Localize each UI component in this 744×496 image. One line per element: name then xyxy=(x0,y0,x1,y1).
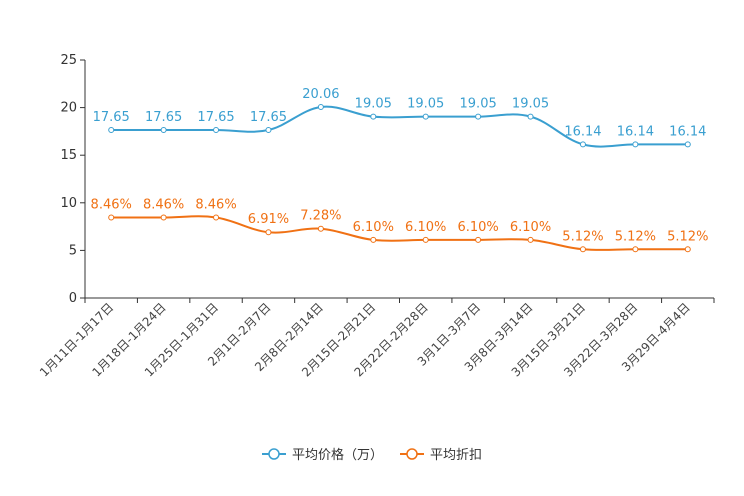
data-label: 5.12% xyxy=(667,229,708,244)
data-label: 5.12% xyxy=(615,229,656,244)
series-2: 8.46% 8.46% 8.46% 6.91% 7.28% 6.10% 6.10% 6.10%… xyxy=(91,197,708,253)
data-point xyxy=(422,236,429,243)
data-label: 16.14 xyxy=(564,124,601,139)
data-point xyxy=(108,214,115,221)
series-group: 17.65 17.65 17.65 17.65 20.06 19.05 19.05 19.05… xyxy=(91,87,708,253)
legend[interactable]: 平均价格（万） 平均折扣 xyxy=(262,447,482,463)
data-label: 8.46% xyxy=(195,197,236,212)
data-label: 17.65 xyxy=(250,110,287,125)
data-point xyxy=(108,126,115,133)
data-point xyxy=(579,246,586,253)
data-label: 6.10% xyxy=(510,220,551,235)
data-point xyxy=(475,236,482,243)
data-label: 6.10% xyxy=(353,220,394,235)
data-label: 17.65 xyxy=(145,110,182,125)
data-point xyxy=(632,246,639,253)
data-point xyxy=(422,113,429,120)
data-point xyxy=(475,113,482,120)
legend-marker-icon xyxy=(406,448,418,460)
y-tick-label: 5 xyxy=(69,243,77,258)
data-point xyxy=(265,229,272,236)
y-tick-label: 20 xyxy=(60,101,77,116)
series-line xyxy=(111,215,688,251)
data-point xyxy=(213,214,220,221)
legend-item-2[interactable]: 平均折扣 xyxy=(400,448,482,463)
data-label: 6.10% xyxy=(457,220,498,235)
data-label: 5.12% xyxy=(562,229,603,244)
y-tick-label: 10 xyxy=(60,196,77,211)
data-label: 8.46% xyxy=(143,197,184,212)
data-label: 8.46% xyxy=(91,197,132,212)
y-tick-label: 0 xyxy=(69,291,77,306)
data-point xyxy=(213,126,220,133)
data-label: 17.65 xyxy=(197,110,234,125)
data-label: 20.06 xyxy=(302,87,339,102)
data-label: 6.10% xyxy=(405,220,446,235)
legend-label: 平均折扣 xyxy=(430,448,482,463)
data-point xyxy=(579,141,586,148)
series-line xyxy=(111,105,688,148)
data-point xyxy=(317,225,324,232)
data-point xyxy=(370,113,377,120)
legend-marker-icon xyxy=(268,448,280,460)
data-point xyxy=(265,126,272,133)
data-label: 16.14 xyxy=(617,124,654,139)
y-tick-label: 25 xyxy=(60,53,77,68)
legend-item-1[interactable]: 平均价格（万） xyxy=(262,447,383,463)
data-point xyxy=(632,141,639,148)
legend-label: 平均价格（万） xyxy=(292,447,383,463)
data-point xyxy=(160,126,167,133)
data-point xyxy=(370,236,377,243)
series-1: 17.65 17.65 17.65 17.65 20.06 19.05 19.05 19.05… xyxy=(93,87,706,148)
y-tick-label: 15 xyxy=(60,148,77,163)
data-point xyxy=(317,104,324,111)
data-point xyxy=(527,113,534,120)
data-label: 19.05 xyxy=(512,97,549,112)
data-point xyxy=(527,236,534,243)
data-point xyxy=(684,246,691,253)
data-label: 7.28% xyxy=(300,209,341,224)
data-label: 19.05 xyxy=(460,97,497,112)
data-label: 17.65 xyxy=(93,110,130,125)
data-label: 6.91% xyxy=(248,212,289,227)
data-point xyxy=(160,214,167,221)
data-point xyxy=(684,141,691,148)
data-label: 19.05 xyxy=(407,97,444,112)
data-label: 19.05 xyxy=(355,97,392,112)
data-label: 16.14 xyxy=(669,124,706,139)
